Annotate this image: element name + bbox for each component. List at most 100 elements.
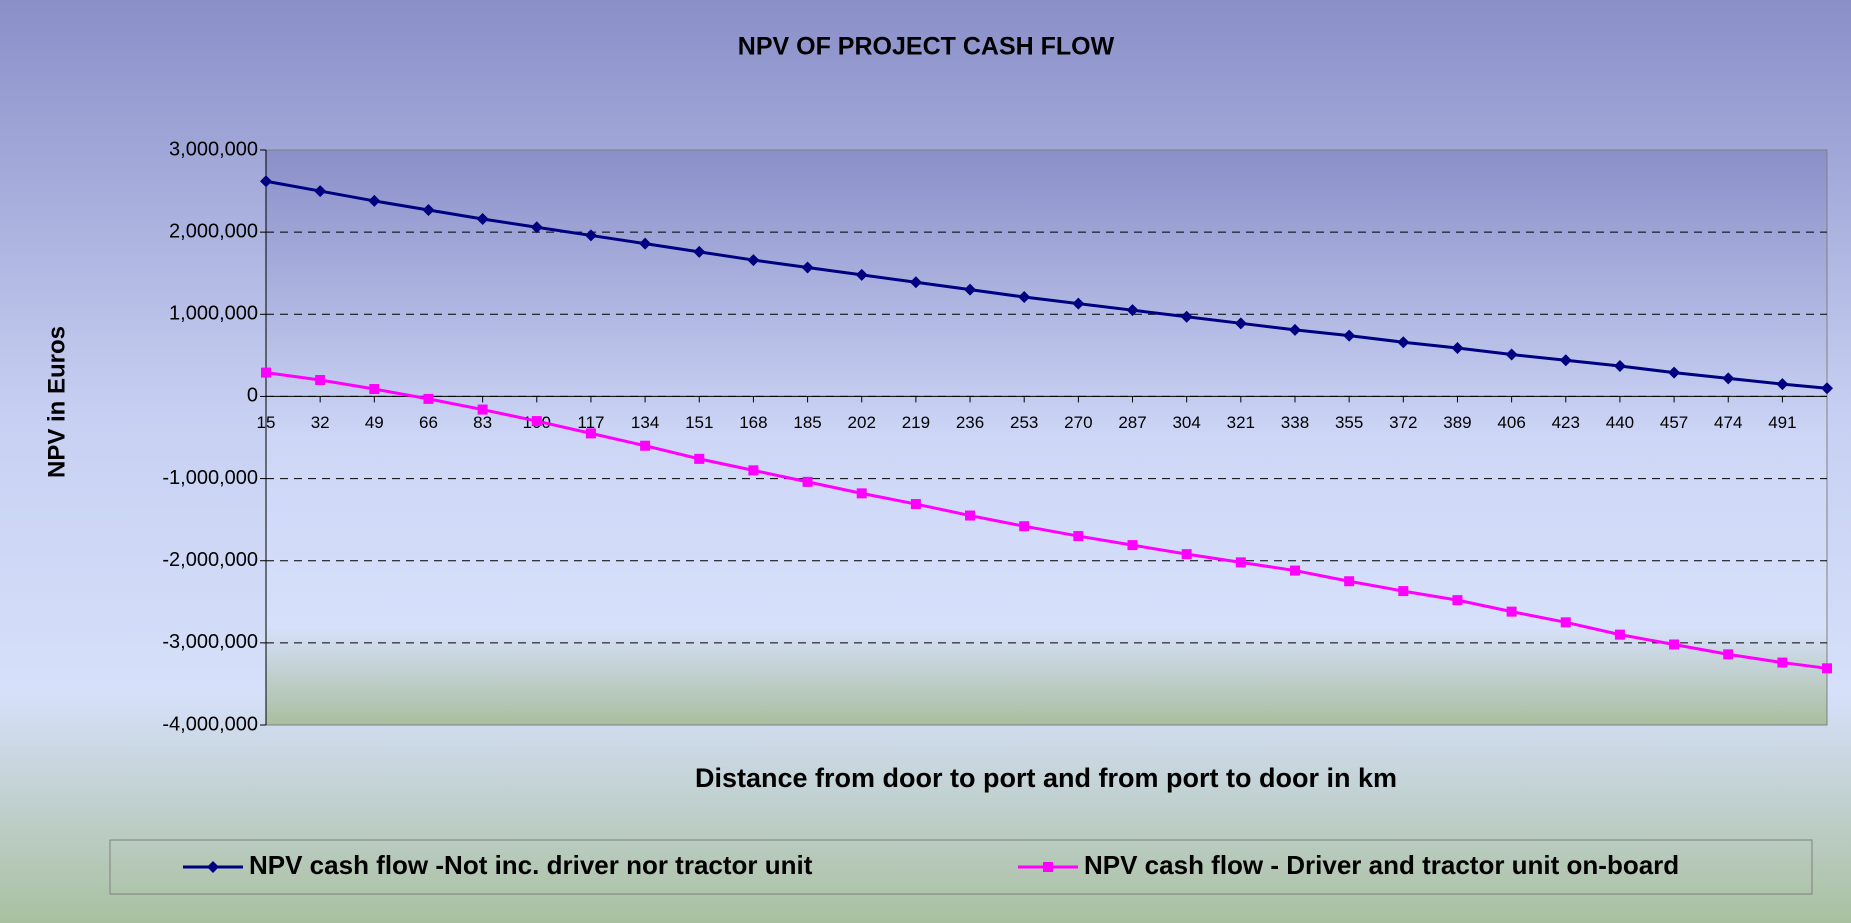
marker: [1018, 291, 1031, 304]
marker: [260, 175, 272, 188]
marker: [1344, 576, 1355, 587]
x-tick-label: 49: [365, 413, 384, 432]
marker: [531, 416, 542, 427]
marker: [1235, 557, 1246, 568]
marker: [1821, 382, 1833, 395]
x-tick-label: 406: [1497, 413, 1525, 432]
x-tick-label: 66: [419, 413, 438, 432]
x-tick-label: 168: [739, 413, 767, 432]
marker: [1451, 341, 1464, 354]
x-tick-label: 134: [631, 413, 659, 432]
marker: [1127, 540, 1138, 551]
x-tick-label: 151: [685, 413, 713, 432]
x-tick-label: 253: [1010, 413, 1038, 432]
marker: [1505, 348, 1518, 361]
y-tick-label: 2,000,000: [169, 220, 258, 242]
x-tick-label: 304: [1172, 413, 1200, 432]
x-tick-label: 185: [793, 413, 821, 432]
x-tick-label: 219: [902, 413, 930, 432]
marker: [693, 245, 706, 258]
marker: [584, 229, 597, 242]
marker: [368, 194, 381, 207]
marker: [910, 499, 921, 510]
y-tick-label: -4,000,000: [162, 713, 258, 735]
x-tick-label: 389: [1443, 413, 1471, 432]
marker: [1073, 531, 1084, 542]
x-tick-label: 117: [577, 413, 604, 432]
marker: [855, 268, 868, 281]
marker: [1072, 297, 1085, 310]
marker: [1668, 366, 1681, 379]
series-line: [265, 179, 1828, 390]
legend-label: NPV cash flow - Driver and tractor unit …: [1084, 850, 1679, 880]
marker: [1288, 323, 1301, 336]
y-tick-label: 1,000,000: [169, 303, 258, 325]
legend-label: NPV cash flow -Not inc. driver nor tract…: [249, 850, 813, 880]
x-tick-label: 236: [956, 413, 984, 432]
marker: [1397, 336, 1410, 349]
marker: [964, 283, 977, 296]
marker: [422, 203, 435, 216]
legend-box: [109, 839, 1813, 895]
marker: [802, 476, 813, 487]
y-tick-label: 0: [247, 385, 258, 407]
marker: [1043, 862, 1053, 872]
x-tick-label: 423: [1552, 413, 1580, 432]
marker: [1560, 617, 1571, 628]
marker: [530, 221, 543, 234]
y-tick-label: -2,000,000: [162, 549, 258, 571]
marker: [1822, 663, 1832, 674]
x-tick-label: 32: [311, 413, 330, 432]
x-tick-label: 83: [473, 413, 492, 432]
marker: [748, 465, 759, 476]
x-tick-label: 202: [848, 413, 876, 432]
marker: [476, 213, 489, 225]
x-tick-label: 287: [1118, 413, 1146, 432]
marker: [1126, 304, 1139, 317]
marker: [423, 393, 434, 404]
marker: [1614, 629, 1625, 640]
marker: [477, 404, 488, 415]
marker: [747, 254, 760, 267]
marker: [315, 375, 326, 385]
marker: [314, 185, 327, 198]
y-axis-title: NPV in Euros: [43, 326, 70, 478]
x-tick-label: 474: [1714, 413, 1742, 432]
marker: [207, 861, 219, 873]
x-tick-label: 321: [1227, 413, 1255, 432]
marker: [856, 488, 867, 499]
x-axis-title: Distance from door to port and from port…: [695, 763, 1397, 793]
marker: [909, 276, 922, 289]
marker: [1289, 565, 1300, 576]
marker: [640, 440, 651, 451]
x-tick-label: 15: [257, 413, 276, 432]
marker: [1019, 521, 1030, 532]
marker: [1234, 317, 1247, 330]
marker: [1669, 639, 1680, 650]
x-tick-label: 270: [1064, 413, 1092, 432]
marker: [965, 510, 976, 521]
x-tick-label: 457: [1660, 413, 1688, 432]
y-tick-label: -1,000,000: [162, 467, 258, 489]
marker: [1506, 606, 1517, 617]
marker: [1776, 378, 1789, 391]
marker: [1343, 329, 1356, 342]
x-tick-label: 338: [1281, 413, 1309, 432]
chart-title: NPV OF PROJECT CASH FLOW: [738, 33, 1115, 61]
marker: [369, 384, 380, 395]
marker: [1723, 649, 1734, 660]
marker: [1777, 657, 1788, 668]
marker: [1613, 360, 1626, 373]
marker: [261, 367, 271, 378]
marker: [1452, 595, 1463, 606]
marker: [1559, 354, 1572, 367]
marker: [801, 261, 814, 274]
plot-area: [265, 149, 1828, 726]
marker: [1722, 372, 1735, 385]
marker: [1398, 586, 1409, 597]
series-line: [265, 371, 1828, 670]
x-tick-label: 355: [1335, 413, 1363, 432]
marker: [1181, 549, 1192, 560]
marker: [694, 453, 705, 464]
